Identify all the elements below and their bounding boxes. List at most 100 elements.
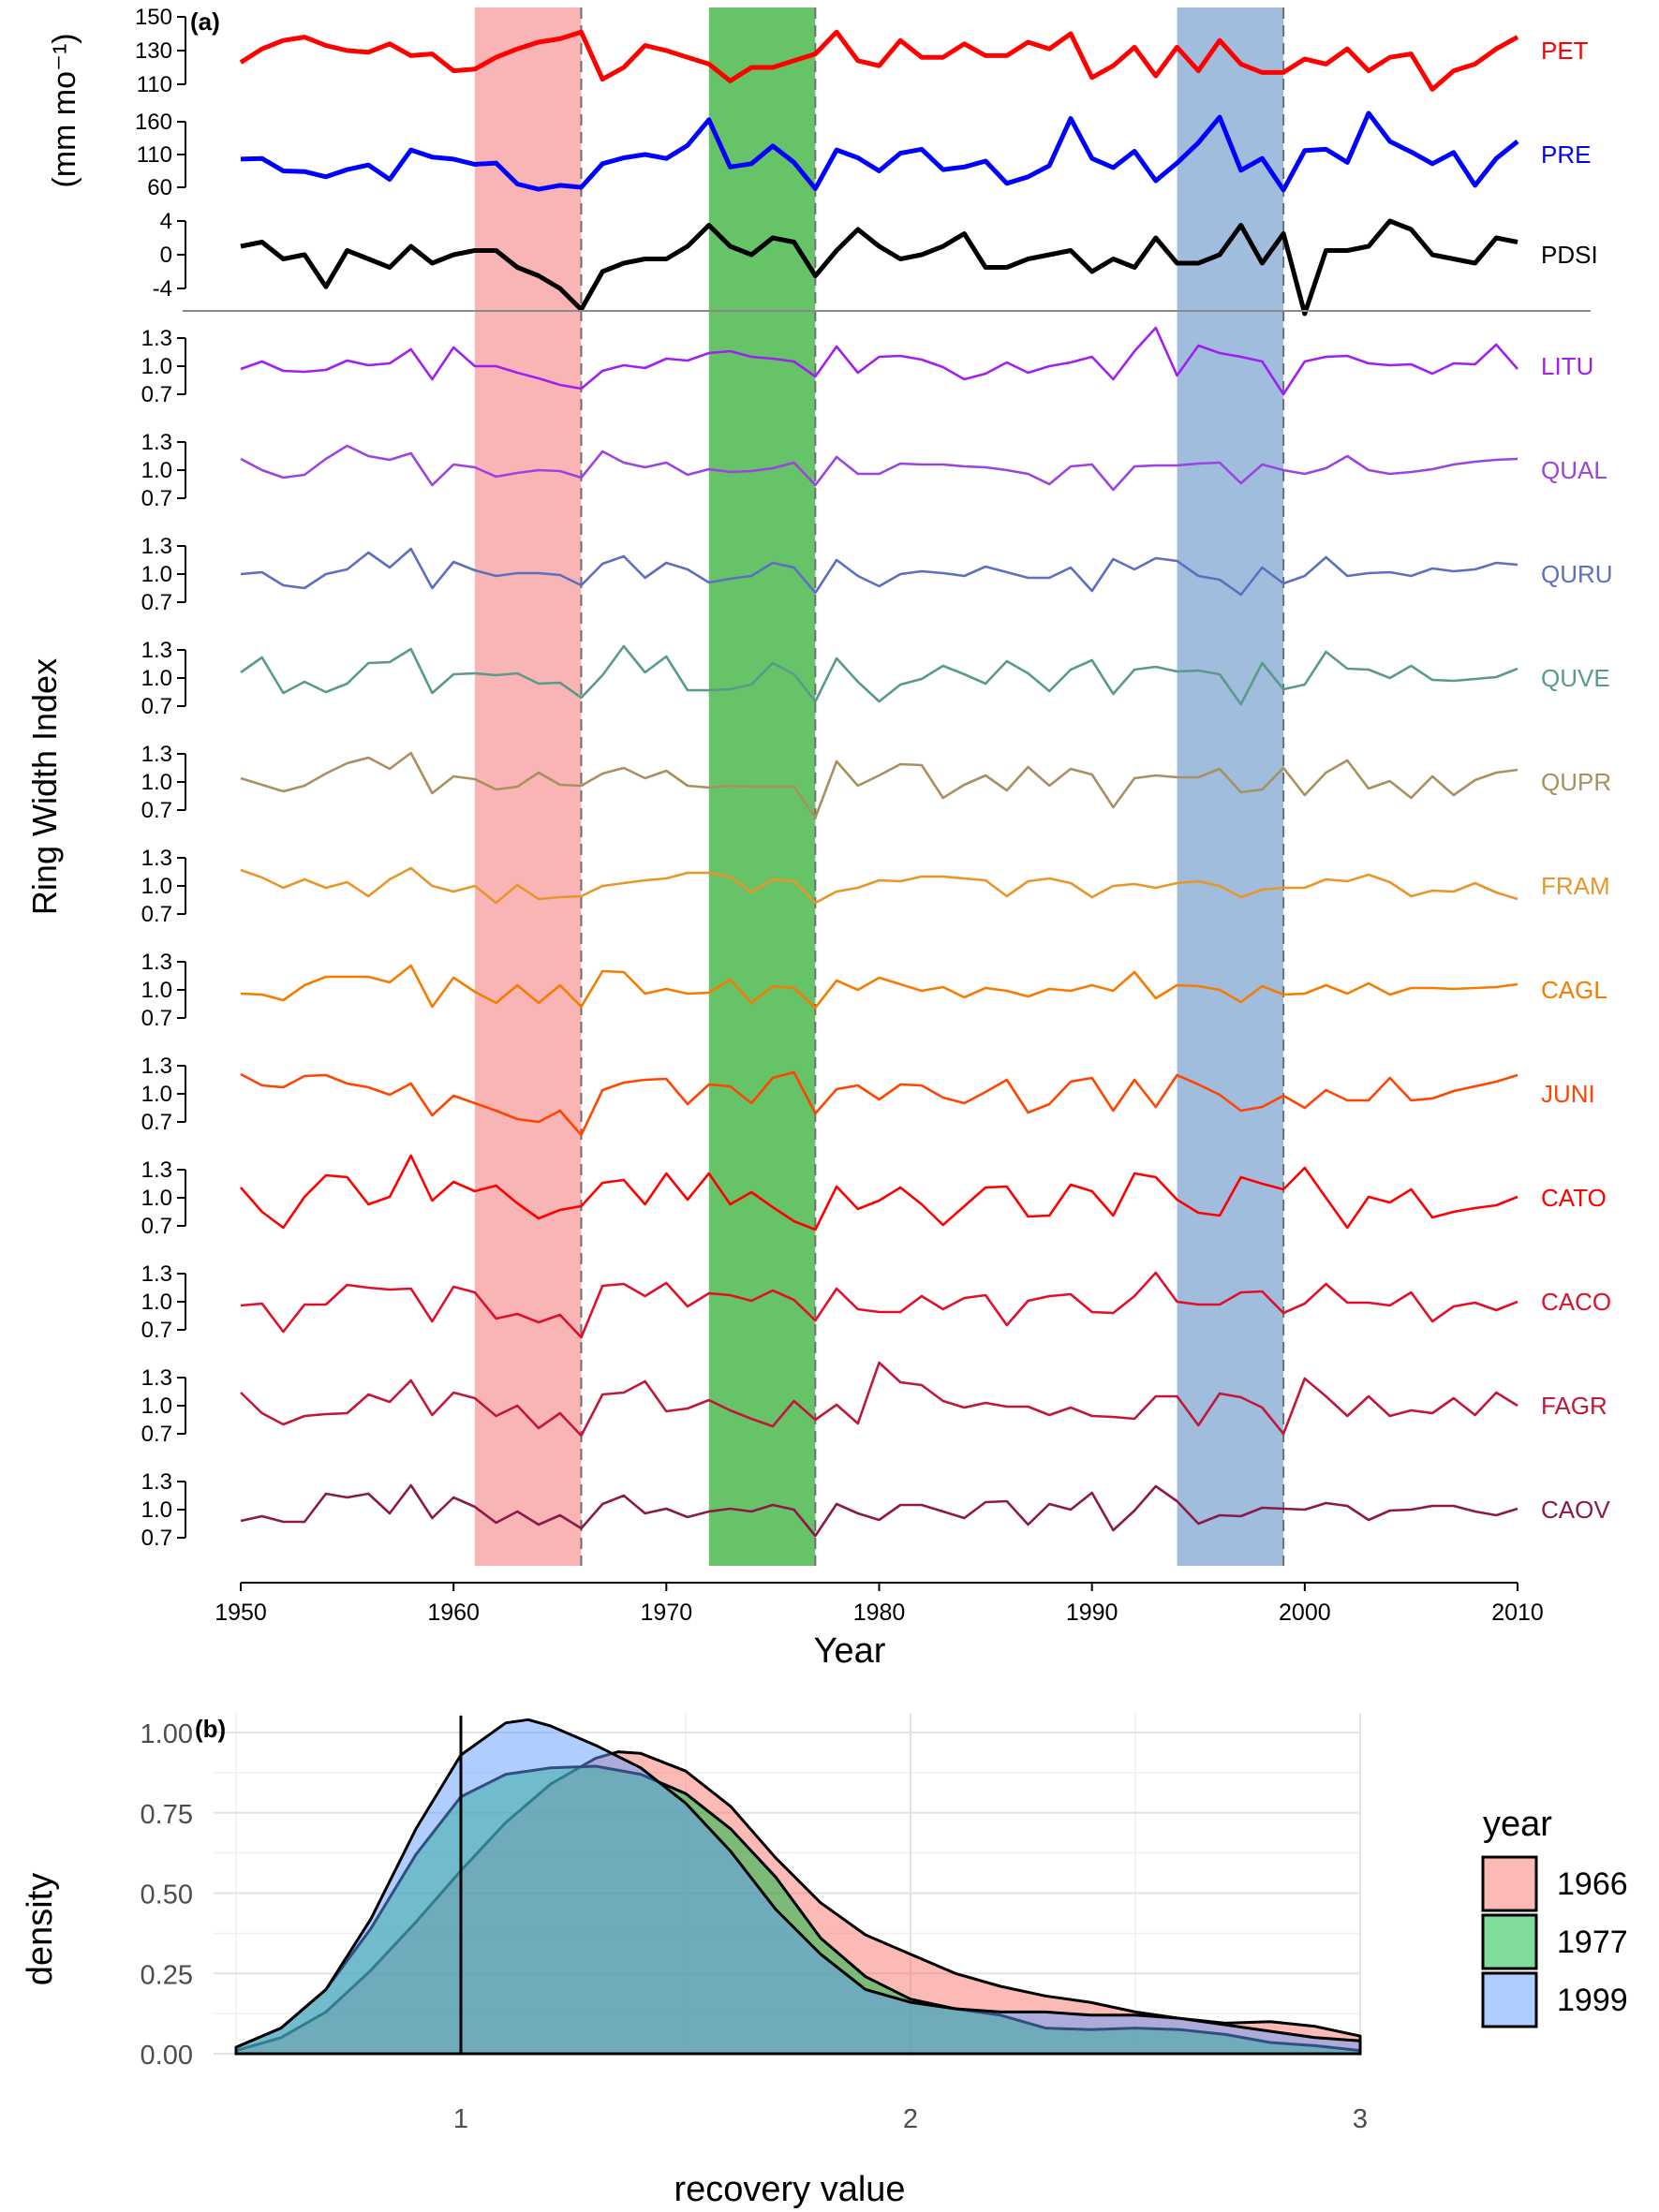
y-tick-label-cato: 0.7 [141, 1214, 172, 1239]
y-tick-label-qual: 1.3 [141, 430, 172, 455]
x-tick-label-1980: 1980 [853, 1600, 906, 1626]
series-line-pdsi [240, 218, 1518, 317]
panel-b-x-axis-title: recovery value [674, 2170, 905, 2209]
y-tick-label-qupr: 1.0 [141, 770, 172, 795]
y-tick-label-quve: 1.3 [141, 638, 172, 663]
legend: year 1966 1977 1999 [1481, 1805, 1628, 2028]
y-tick-label-cato: 1.0 [141, 1186, 172, 1211]
y-tick-label-quru: 1.3 [141, 534, 172, 559]
y-tick-label-qual: 1.0 [141, 458, 172, 483]
y-tick-label-pdsi: 4 [160, 209, 172, 234]
y-tick-label-density: 0.25 [141, 1960, 193, 1990]
series-label-caov: CAOV [1541, 1496, 1610, 1524]
y-tick-label-pet: 130 [135, 38, 172, 64]
y-tick-label-quve: 1.0 [141, 666, 172, 691]
x-tick-label-1960: 1960 [427, 1600, 480, 1626]
y-tick-label-quru: 0.7 [141, 590, 172, 615]
series-label-cagl: CAGL [1541, 976, 1607, 1004]
y-tick-label-fagr: 1.0 [141, 1394, 172, 1419]
series-line-fagr [240, 1361, 1518, 1438]
ring-width-index-axis-title: Ring Width Index [25, 658, 64, 915]
series-label-pet: PET [1541, 37, 1589, 65]
y-tick-label-density: 0.00 [141, 2041, 193, 2071]
y-tick-label-fram: 0.7 [141, 902, 172, 927]
panel-a-label: (a) [190, 7, 220, 36]
series-line-caco [240, 1271, 1518, 1339]
legend-swatch-1966 [1481, 1855, 1538, 1912]
legend-label-1966: 1966 [1557, 1866, 1628, 1902]
y-tick-label-litu: 0.7 [141, 382, 172, 407]
y-tick-label-pre: 60 [147, 175, 172, 200]
climate-axis-title: (mm mo⁻¹) [47, 33, 82, 187]
series-label-quve: QUVE [1541, 664, 1610, 692]
y-tick-label-caov: 0.7 [141, 1526, 172, 1551]
x-tick-label-recovery: 1 [453, 2104, 468, 2134]
series-line-quru [240, 547, 1518, 597]
series-label-litu: LITU [1541, 352, 1593, 380]
series-line-pre [240, 111, 1519, 193]
x-tick-label-1990: 1990 [1066, 1600, 1118, 1626]
y-tick-label-pdsi: 0 [160, 243, 172, 268]
y-tick-label-fram: 1.0 [141, 874, 172, 899]
series-line-qupr [240, 751, 1518, 819]
y-tick-label-fram: 1.3 [141, 846, 172, 871]
series-label-juni: JUNI [1541, 1080, 1595, 1108]
y-tick-label-fagr: 1.3 [141, 1365, 172, 1391]
legend-title: year [1483, 1805, 1552, 1844]
series-line-qual [240, 444, 1518, 492]
panel-b-label: (b) [195, 1715, 226, 1743]
y-tick-label-cato: 1.3 [141, 1158, 172, 1183]
panel-b-density-plot: 0.00 0.25 0.50 0.75 1.00 1 2 3 (b) recovery val… [21, 1714, 1628, 2209]
series-label-pdsi: PDSI [1541, 241, 1598, 269]
y-tick-label-pdsi: -4 [153, 276, 172, 302]
series-label-quru: QURU [1541, 560, 1613, 588]
density-area-1999 [234, 1718, 1362, 2056]
x-tick-label-2000: 2000 [1279, 1600, 1331, 1626]
y-tick-label-litu: 1.0 [141, 354, 172, 379]
y-tick-label-qupr: 0.7 [141, 798, 172, 823]
y-tick-label-caov: 1.3 [141, 1469, 172, 1495]
series-line-cagl [240, 964, 1518, 1010]
drought-bands [474, 7, 1285, 1566]
x-tick-label-1970: 1970 [641, 1600, 693, 1626]
x-tick-label-recovery: 3 [1353, 2104, 1368, 2134]
series-label-cato: CATO [1541, 1184, 1607, 1212]
legend-swatch-1999 [1481, 1971, 1538, 2028]
y-tick-label-pet: 110 [137, 72, 172, 97]
y-tick-label-quve: 0.7 [141, 694, 172, 719]
panel-a-axes: 11013015060110160-4040.71.01.30.71.01.30… [135, 5, 1591, 1626]
series-line-caov [240, 1483, 1518, 1538]
series-label-fagr: FAGR [1541, 1392, 1607, 1420]
y-tick-label-density: 1.00 [141, 1719, 193, 1749]
panel-b-axes: 0.00 0.25 0.50 0.75 1.00 1 2 3 [141, 1719, 1369, 2134]
x-tick-label-recovery: 2 [903, 2104, 918, 2134]
y-tick-label-litu: 1.3 [141, 326, 172, 351]
y-tick-label-pre: 110 [137, 142, 172, 168]
y-tick-label-caco: 0.7 [141, 1318, 172, 1343]
series-label-fram: FRAM [1541, 872, 1610, 900]
legend-label-1999: 1999 [1557, 1983, 1628, 2018]
x-tick-label-2010: 2010 [1491, 1600, 1544, 1626]
y-tick-label-pre: 160 [135, 110, 172, 135]
y-tick-label-juni: 1.3 [141, 1054, 172, 1079]
y-tick-label-caov: 1.0 [141, 1497, 172, 1523]
y-tick-label-caco: 1.3 [141, 1261, 172, 1287]
y-tick-label-cagl: 1.3 [141, 950, 172, 975]
y-tick-label-caco: 1.0 [141, 1290, 172, 1315]
series-line-fram [240, 866, 1518, 905]
series-label-pre: PRE [1541, 140, 1591, 169]
y-tick-label-cagl: 1.0 [141, 978, 172, 1003]
y-tick-label-juni: 0.7 [141, 1110, 172, 1135]
panel-b-y-axis-title: density [21, 1873, 60, 1985]
density-areas [234, 1716, 1362, 2056]
y-tick-label-cagl: 0.7 [141, 1006, 172, 1031]
series-lines: PET PRE PDSI LITU QUAL QURU QUVE QUPR FRAM CAGL JU… [239, 29, 1613, 1538]
series-line-quve [240, 644, 1518, 706]
legend-swatch-1977 [1481, 1913, 1538, 1970]
panel-a-time-series: PET PRE PDSI LITU QUAL QURU QUVE QUPR FRAM CAGL JU… [25, 5, 1613, 1671]
y-tick-label-qual: 0.7 [141, 486, 172, 511]
x-tick-label-1950: 1950 [215, 1600, 267, 1626]
series-label-qupr: QUPR [1541, 768, 1611, 796]
y-tick-label-fagr: 0.7 [141, 1422, 172, 1447]
